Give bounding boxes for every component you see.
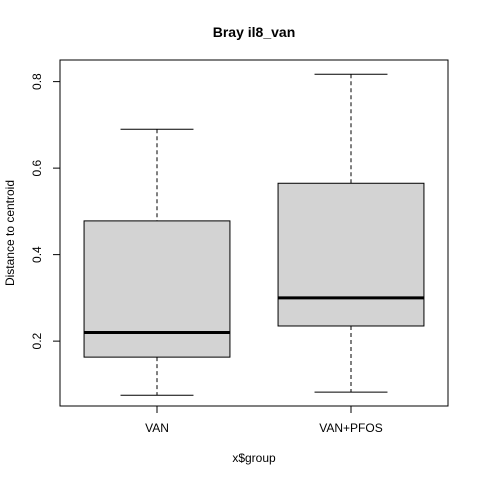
y-tick-label: 0.2 <box>30 332 44 349</box>
y-tick-label: 0.8 <box>30 73 44 90</box>
y-tick-label: 0.6 <box>30 159 44 176</box>
box-1-iqr-box <box>83 220 231 358</box>
plot-frame <box>59 59 449 407</box>
y-axis-label: Distance to centroid <box>3 180 17 286</box>
chart-title: Bray il8_van <box>213 24 296 40</box>
x-axis-label: x$group <box>232 451 276 465</box>
y-tick-label: 0.4 <box>30 246 44 263</box>
x-tick-label: VAN <box>145 421 169 435</box>
box-2-iqr-box <box>277 182 425 327</box>
x-tick-label: VAN+PFOS <box>319 421 382 435</box>
